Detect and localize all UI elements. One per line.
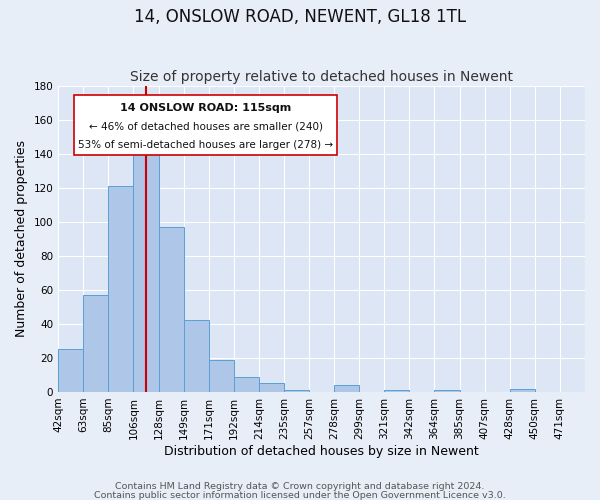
Bar <box>58 350 83 392</box>
Bar <box>158 227 184 392</box>
Bar <box>284 390 309 392</box>
Title: Size of property relative to detached houses in Newent: Size of property relative to detached ho… <box>130 70 513 85</box>
Bar <box>234 376 259 392</box>
Bar <box>434 390 460 392</box>
Bar <box>184 320 209 392</box>
Text: 14 ONSLOW ROAD: 115sqm: 14 ONSLOW ROAD: 115sqm <box>120 103 292 113</box>
Bar <box>209 360 234 392</box>
Bar <box>385 390 409 392</box>
Bar <box>259 384 284 392</box>
Text: Contains public sector information licensed under the Open Government Licence v3: Contains public sector information licen… <box>94 490 506 500</box>
Text: ← 46% of detached houses are smaller (240): ← 46% of detached houses are smaller (24… <box>89 122 323 132</box>
FancyBboxPatch shape <box>74 95 337 154</box>
Text: 53% of semi-detached houses are larger (278) →: 53% of semi-detached houses are larger (… <box>78 140 333 150</box>
Text: 14, ONSLOW ROAD, NEWENT, GL18 1TL: 14, ONSLOW ROAD, NEWENT, GL18 1TL <box>134 8 466 26</box>
X-axis label: Distribution of detached houses by size in Newent: Distribution of detached houses by size … <box>164 444 479 458</box>
Bar <box>133 150 158 392</box>
Y-axis label: Number of detached properties: Number of detached properties <box>15 140 28 338</box>
Bar <box>510 388 535 392</box>
Bar <box>109 186 133 392</box>
Bar <box>334 385 359 392</box>
Text: Contains HM Land Registry data © Crown copyright and database right 2024.: Contains HM Land Registry data © Crown c… <box>115 482 485 491</box>
Bar <box>83 295 109 392</box>
